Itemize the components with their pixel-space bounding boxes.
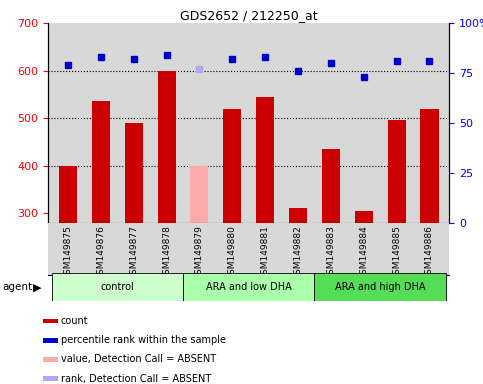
Text: GSM149881: GSM149881 bbox=[261, 225, 270, 280]
Bar bbox=[322, 149, 340, 223]
Text: ARA and high DHA: ARA and high DHA bbox=[335, 282, 426, 292]
Bar bbox=[157, 71, 176, 223]
Text: GSM149886: GSM149886 bbox=[425, 225, 434, 280]
Bar bbox=[43, 357, 58, 362]
Text: GSM149875: GSM149875 bbox=[64, 225, 72, 280]
Bar bbox=[314, 273, 446, 301]
Title: GDS2652 / 212250_at: GDS2652 / 212250_at bbox=[180, 9, 317, 22]
Text: GSM149877: GSM149877 bbox=[129, 225, 138, 280]
Bar bbox=[92, 101, 110, 223]
Text: GSM149879: GSM149879 bbox=[195, 225, 204, 280]
Bar bbox=[387, 119, 406, 223]
Bar bbox=[59, 166, 77, 223]
Bar bbox=[256, 97, 274, 223]
Bar bbox=[52, 273, 183, 301]
Text: ▶: ▶ bbox=[33, 282, 42, 292]
Text: control: control bbox=[100, 282, 134, 292]
Text: GSM149884: GSM149884 bbox=[359, 225, 368, 280]
Bar bbox=[190, 166, 209, 223]
Bar bbox=[355, 211, 373, 223]
Bar bbox=[125, 123, 143, 223]
Text: GSM149885: GSM149885 bbox=[392, 225, 401, 280]
Text: GSM149878: GSM149878 bbox=[162, 225, 171, 280]
Text: ARA and low DHA: ARA and low DHA bbox=[206, 282, 292, 292]
Text: GSM149876: GSM149876 bbox=[97, 225, 105, 280]
Bar bbox=[43, 376, 58, 381]
Bar bbox=[183, 273, 314, 301]
Bar bbox=[43, 338, 58, 343]
Text: GSM149883: GSM149883 bbox=[327, 225, 335, 280]
Bar bbox=[43, 319, 58, 323]
Text: count: count bbox=[61, 316, 88, 326]
Text: agent: agent bbox=[2, 282, 32, 292]
Bar bbox=[420, 109, 439, 223]
Text: GSM149882: GSM149882 bbox=[294, 225, 302, 280]
Text: rank, Detection Call = ABSENT: rank, Detection Call = ABSENT bbox=[61, 374, 211, 384]
Bar bbox=[223, 109, 242, 223]
Text: percentile rank within the sample: percentile rank within the sample bbox=[61, 335, 226, 345]
Text: value, Detection Call = ABSENT: value, Detection Call = ABSENT bbox=[61, 354, 216, 364]
Text: GSM149880: GSM149880 bbox=[228, 225, 237, 280]
Bar bbox=[289, 209, 307, 223]
